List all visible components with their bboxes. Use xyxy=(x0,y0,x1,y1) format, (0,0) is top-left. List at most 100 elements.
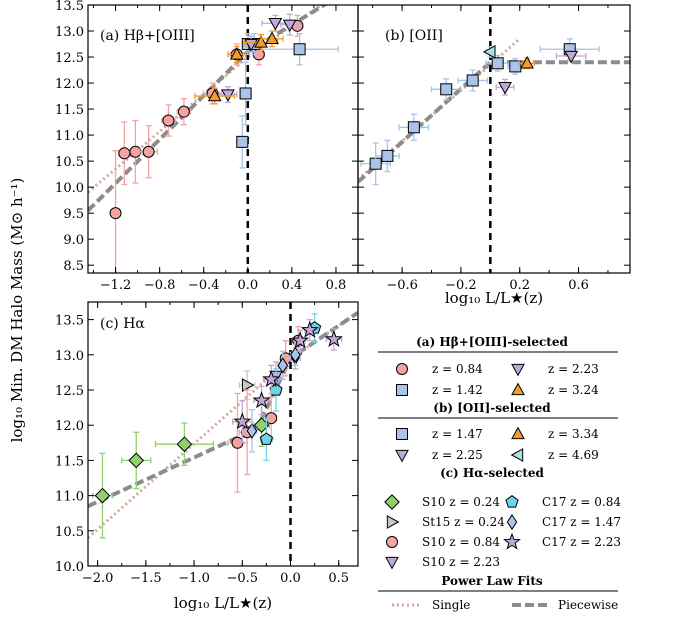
c-marker-thin-diamond xyxy=(246,422,258,439)
legend: (a) Hβ+[OIII]-selected (b) [OII]-selecte… xyxy=(378,335,621,612)
a-series-1-point-1 xyxy=(239,61,252,126)
b-marker-triangle-up xyxy=(520,55,534,69)
a-series-3-point-3 xyxy=(260,30,284,48)
legend-c-c17-147-label: C17 z = 1.47 xyxy=(542,515,621,529)
x-axis-label-bottom: log₁₀ L/L★(z) xyxy=(174,594,272,612)
a-marker-triangle-up xyxy=(229,47,244,60)
c-series-6-point-1 xyxy=(252,385,271,416)
c-series-6-point-4 xyxy=(300,318,319,342)
c-series-6-point-0 xyxy=(231,399,253,444)
a-marker-circle xyxy=(177,105,190,118)
a-marker-circle xyxy=(162,114,175,127)
legend-a-z142-marker xyxy=(396,384,408,396)
a-xtick-label: 0.0 xyxy=(237,278,258,293)
b-xtick-label: −0.6 xyxy=(386,278,418,293)
a-ytick-label: 12.0 xyxy=(55,77,84,92)
c-series-4-point-0 xyxy=(259,417,273,462)
c-marker-triangle-right xyxy=(241,378,255,392)
legend-c-c17-223-marker xyxy=(503,532,521,550)
a-series-0-point-0 xyxy=(109,150,122,273)
x-axis-label-top: log₁₀ L/L★(z) xyxy=(445,289,543,307)
c-marker-thin-diamond xyxy=(277,357,289,374)
a-series-0-point-4 xyxy=(161,104,176,137)
c-series-4-point-1 xyxy=(269,368,283,412)
legend-header-fits: Power Law Fits xyxy=(441,574,543,588)
a-marker-triangle-down xyxy=(221,89,235,102)
c-series-0-point-0 xyxy=(92,452,113,539)
c-marker-star xyxy=(252,391,271,409)
b-xtick-label: 0.2 xyxy=(509,278,530,293)
b-series-3-point-0 xyxy=(482,44,496,59)
legend-b-z469-label: z = 4.69 xyxy=(548,448,599,462)
legend-c-c17-084-label: C17 z = 0.84 xyxy=(542,495,621,509)
a-series-0-point-1 xyxy=(118,121,131,186)
legend-header-b: (b) [OII]-selected xyxy=(433,401,551,415)
b-series-0-point-5 xyxy=(485,54,511,72)
legend-header-a: (a) Hβ+[OIII]-selected xyxy=(416,335,568,349)
b-marker-square xyxy=(440,83,453,96)
b-marker-triangle-down xyxy=(564,50,579,64)
b-series-0-point-4 xyxy=(457,69,489,92)
c-series-0-point-2 xyxy=(154,422,215,466)
legend-b-z469-marker xyxy=(510,448,524,462)
c-marker-diamond xyxy=(176,436,193,453)
b-series-0-point-0 xyxy=(360,142,391,186)
legend-c-s10-223-marker xyxy=(385,556,399,570)
legend-c-s10-223-label: S10 z = 2.23 xyxy=(422,555,500,569)
c-xtick-label: −1.0 xyxy=(178,571,210,586)
legend-a-z223-label: z = 2.23 xyxy=(548,362,599,376)
b-series-0-point-1 xyxy=(374,139,400,173)
legend-c-c17-147-marker xyxy=(506,513,518,531)
a-marker-circle xyxy=(142,145,155,158)
a-ytick-label: 8.5 xyxy=(63,259,84,274)
b-marker-square xyxy=(407,121,420,134)
a-xtick-label: 0.4 xyxy=(282,278,303,293)
a-marker-square xyxy=(239,87,252,100)
legend-b-z225-label: z = 2.25 xyxy=(432,448,483,462)
b-piecewise-fit-line xyxy=(358,60,630,184)
panel-b-label: (b) [OII] xyxy=(385,28,443,44)
c-marker-star xyxy=(324,329,343,347)
c-marker-diamond xyxy=(128,452,145,469)
c-xtick-label: −2.0 xyxy=(82,571,114,586)
panel-c-label: (c) Hα xyxy=(100,316,145,332)
b-marker-square xyxy=(381,149,394,162)
a-ytick-label: 11.0 xyxy=(55,129,84,144)
a-xtick-label: −0.4 xyxy=(188,278,220,293)
legend-c-st15-024-label: St15 z = 0.24 xyxy=(422,515,505,529)
b-xtick-label: −0.2 xyxy=(445,278,477,293)
c-marker-diamond xyxy=(94,487,111,504)
panel-b: −0.6 −0.2 0.2 0.6 (b) [OII] xyxy=(357,4,631,293)
b-marker-triangle-left xyxy=(482,44,496,59)
a-ytick-label: 10.5 xyxy=(55,155,84,170)
a-series-1-point-0 xyxy=(236,115,249,169)
panel-c: −2.0 −1.5 −1.0 −0.5 0.0 0.5 10.0 10.5 11.0 11.5 12… xyxy=(55,301,359,586)
b-xtick-label: 0.6 xyxy=(568,278,589,293)
c-series-6-point-5 xyxy=(324,328,343,351)
legend-b-z147-marker xyxy=(396,428,408,440)
c-ytick-label: 12.5 xyxy=(55,384,84,399)
c-series-5-point-0 xyxy=(246,409,258,453)
c-xtick-label: 0.0 xyxy=(280,571,301,586)
b-frame xyxy=(357,4,631,274)
legend-c-s10-084-marker xyxy=(386,536,398,548)
a-marker-triangle-up xyxy=(207,88,222,102)
c-marker-star xyxy=(233,412,252,430)
c-series-5-point-1 xyxy=(277,350,289,381)
legend-c-s10-024-marker xyxy=(384,494,400,510)
c-series-6-point-2 xyxy=(262,364,281,395)
a-series-2-point-2 xyxy=(261,14,290,32)
a-ytick-label: 13.5 xyxy=(55,0,84,14)
c-ytick-label: 10.5 xyxy=(55,525,84,540)
c-ytick-label: 10.0 xyxy=(55,560,84,575)
b-series-2-point-0 xyxy=(519,55,536,70)
b-series-0-point-6 xyxy=(507,57,524,75)
a-series-2-point-0 xyxy=(218,86,238,103)
a-ytick-label: 9.5 xyxy=(63,207,84,222)
a-marker-square xyxy=(293,43,306,56)
b-series-1-point-0 xyxy=(495,78,515,96)
a-marker-circle xyxy=(118,147,131,160)
c-marker-star xyxy=(262,370,281,388)
a-xtick-label: −0.8 xyxy=(144,278,176,293)
